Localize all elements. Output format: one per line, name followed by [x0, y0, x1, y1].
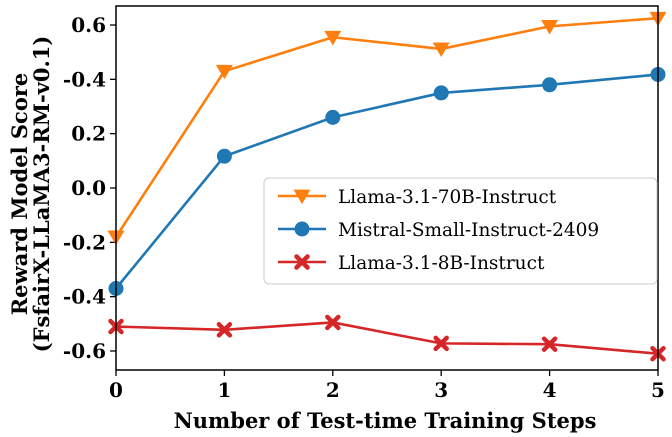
legend-marker-2 [294, 254, 310, 270]
y-axis-label-line-2: (FsfairX-LLaMA3-RM-v0.1) [29, 36, 54, 353]
x-tick-label: 5 [651, 378, 665, 402]
y-tick-label: 0.0 [71, 176, 106, 200]
series-2-point [541, 336, 558, 352]
series-0-point [432, 42, 450, 57]
y-tick-label: -0.4 [63, 285, 106, 309]
x-marker-stroke [216, 322, 233, 338]
y-tick-label: -0.4 [63, 67, 106, 91]
y-axis-label-line-1: Reward Model Score [7, 73, 32, 316]
series-1-point [542, 77, 558, 93]
x-marker-stroke [294, 254, 310, 270]
legend-marker-1 [294, 221, 310, 237]
x-marker-stroke [541, 336, 558, 352]
series-line-1 [114, 73, 659, 290]
legend-items: Llama-3.1-70B-Instruct Mistral-Small-Inst… [278, 187, 599, 274]
series-line-0 [114, 16, 659, 238]
y-tick-label: 0.6 [71, 13, 106, 37]
series-0-point [541, 19, 559, 35]
series-line-2 [115, 321, 659, 355]
legend-label-2: Llama-3.1-8B-Instruct [338, 253, 545, 274]
x-tick-label: 4 [543, 378, 557, 402]
legend-label-0: Llama-3.1-70B-Instruct [338, 187, 557, 208]
x-tick-label: 1 [217, 378, 231, 402]
x-marker-stroke [325, 314, 341, 331]
series-0-point [324, 30, 342, 46]
legend-box [263, 177, 658, 285]
y-tick-label: -0.6 [63, 339, 106, 363]
series-2-point [325, 314, 341, 331]
series-2-point [433, 335, 449, 352]
y-axis-label: Reward Model Score (FsfairX-LLaMA3-RM-v0… [7, 36, 54, 353]
legend: Llama-3.1-70B-Instruct Mistral-Small-Inst… [263, 177, 658, 285]
series-1-point [216, 148, 232, 164]
legend-marker-0 [293, 189, 311, 205]
x-axis-label: Number of Test-time Training Steps [174, 408, 597, 433]
series-1-point [433, 85, 449, 101]
plot-frame [115, 5, 659, 371]
y-tick-label: -0.2 [63, 230, 106, 254]
x-tick-label: 2 [326, 378, 340, 402]
series-2-point [216, 322, 233, 338]
x-tick-label: 3 [434, 378, 448, 402]
x-marker-stroke [433, 335, 449, 352]
axis-ticks: 0 1 2 3 4 5 -0.6 -0.4 -0.2 0.0 0.2 -0.4 0.6 [63, 13, 665, 402]
legend-label-1: Mistral-Small-Instruct-2409 [338, 220, 599, 241]
series-0-point [215, 64, 233, 80]
y-tick-label: 0.2 [71, 122, 106, 146]
x-tick-label: 0 [109, 378, 123, 402]
series-1-point [325, 109, 341, 125]
